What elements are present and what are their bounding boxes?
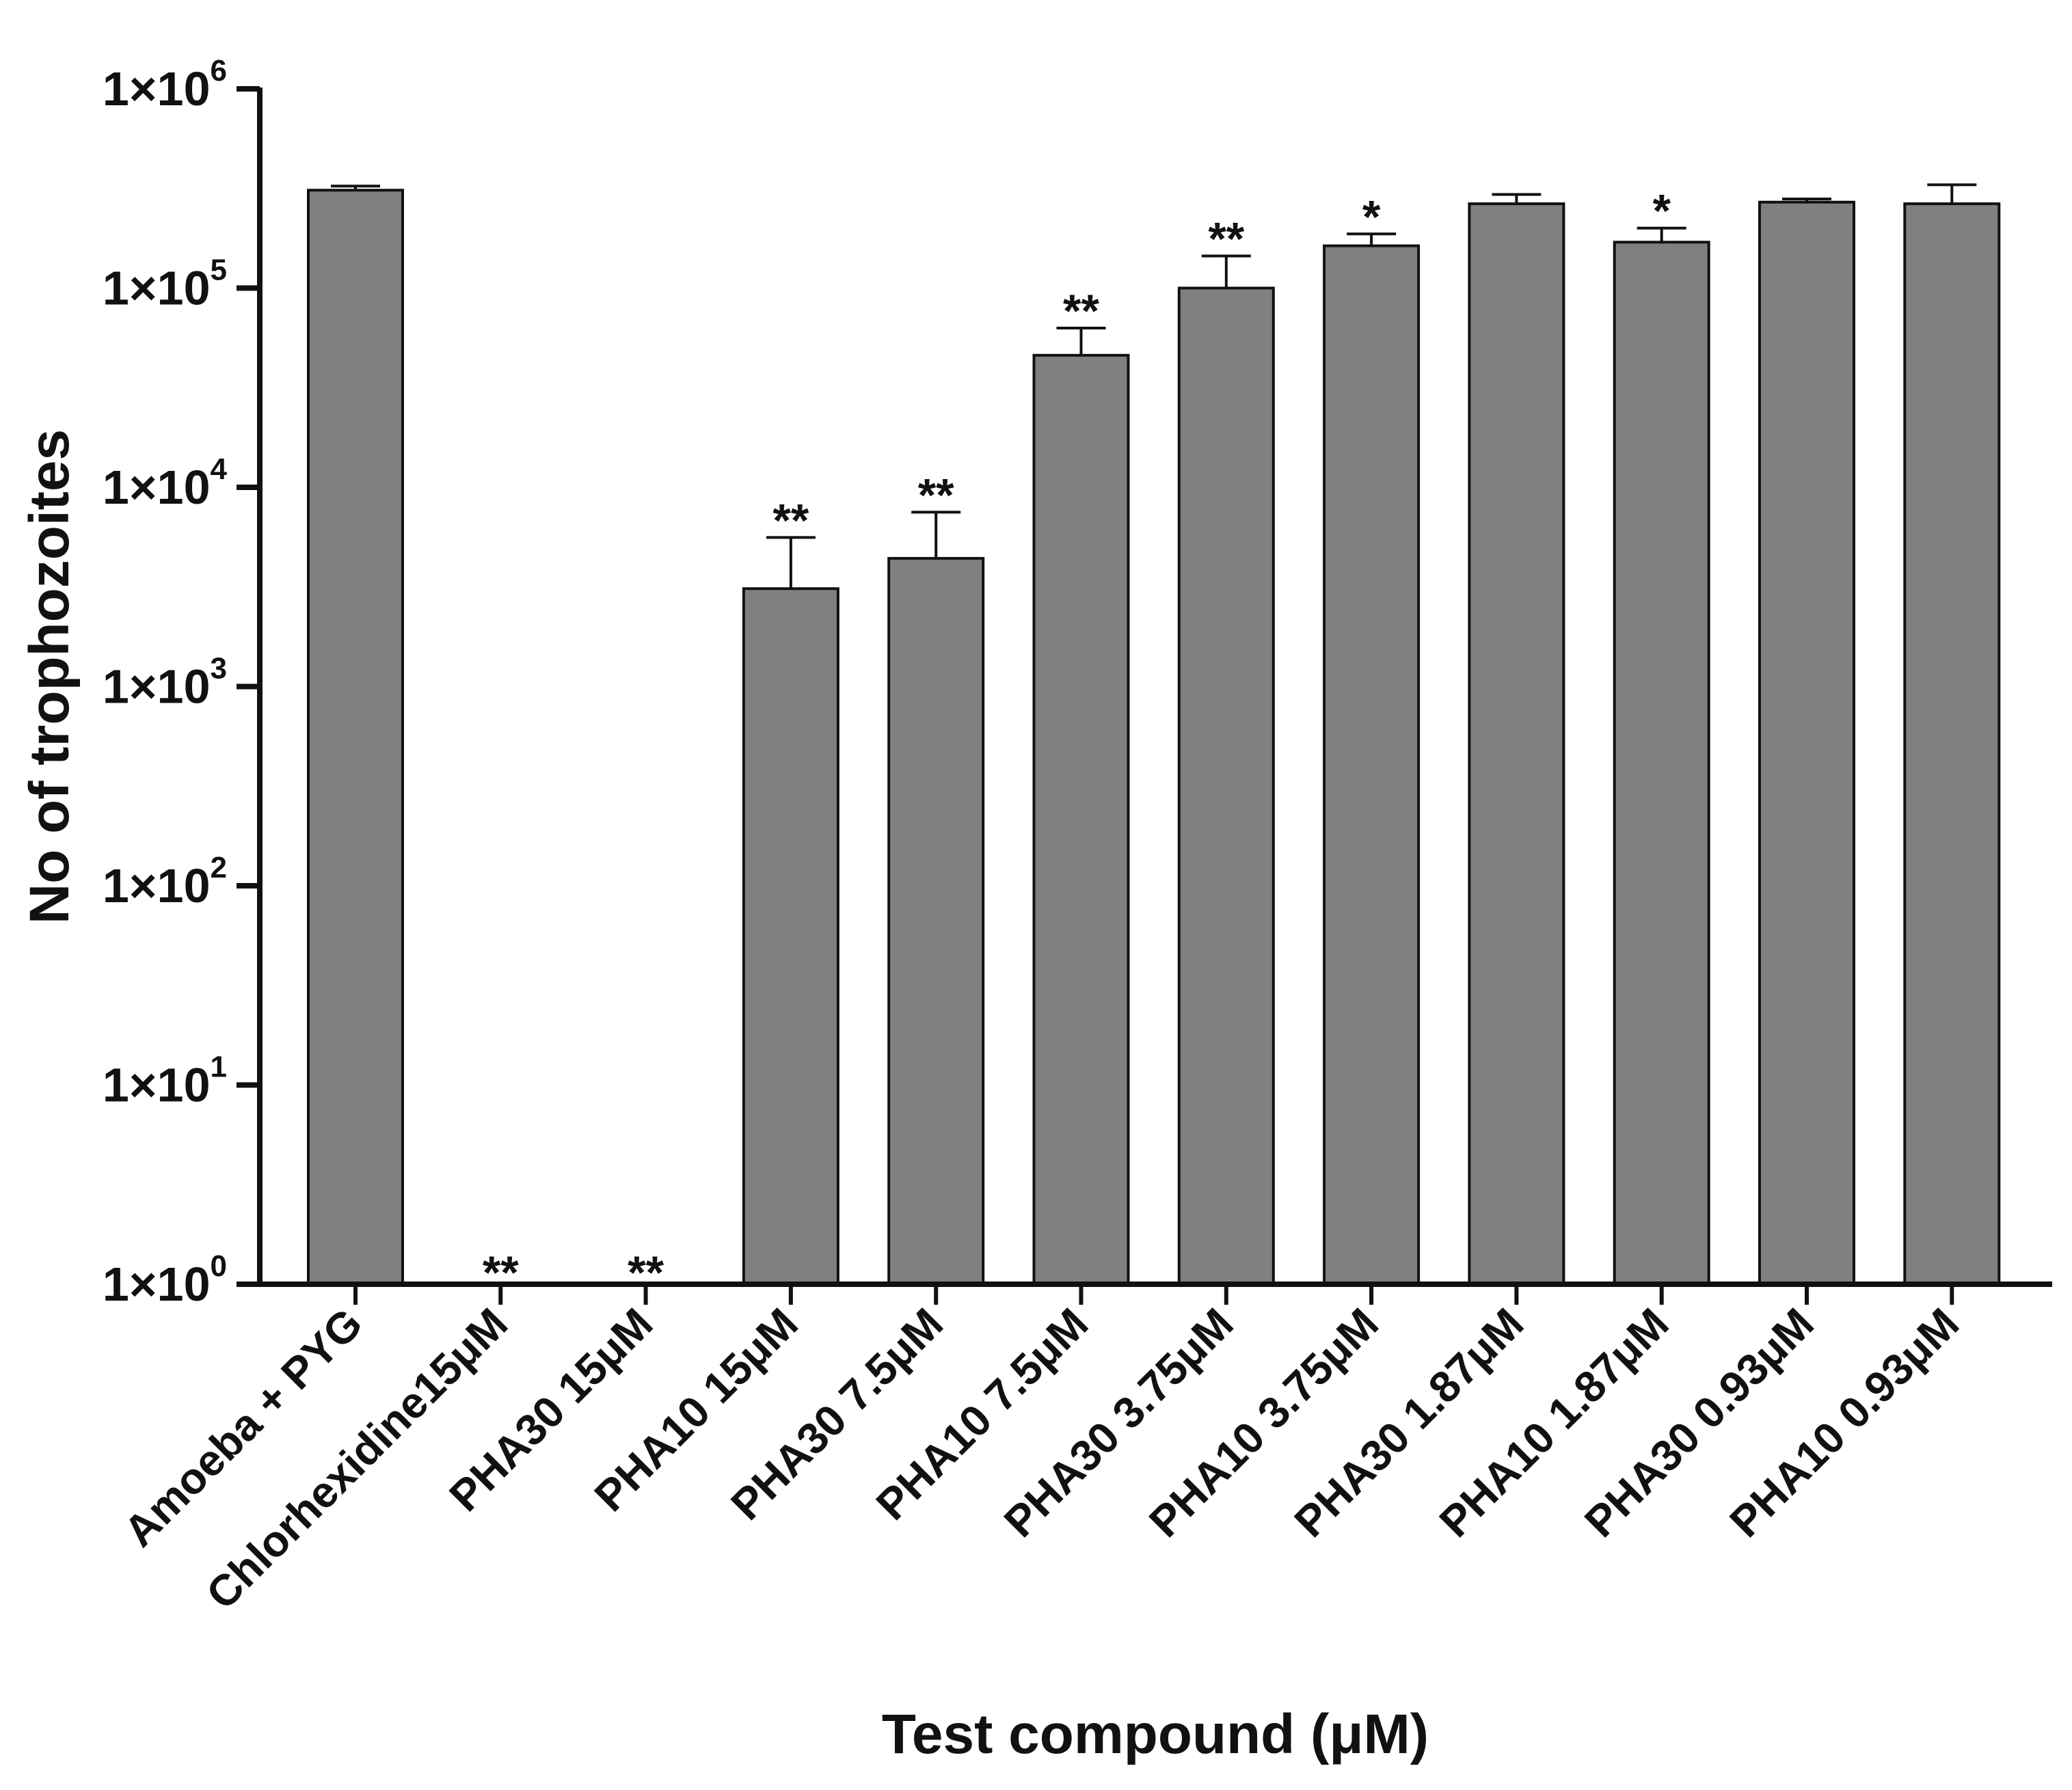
y-tick-label-4: 1×104 (103, 452, 228, 514)
x-axis-title: Test compound (μM) (882, 1703, 1429, 1765)
error-bars-layer (331, 183, 1977, 589)
bar-6 (1177, 286, 1275, 1286)
bars-layer (307, 189, 2001, 1286)
y-tick-label-1: 1×101 (103, 1050, 227, 1112)
bar-10 (1758, 200, 1855, 1286)
significance-9: * (1652, 185, 1671, 237)
bar-3 (742, 587, 839, 1286)
bar-11 (1903, 202, 2001, 1286)
bar-4 (887, 556, 985, 1286)
bar-5 (1032, 353, 1130, 1286)
x-category-label-0: Amoeba + PYG (114, 1299, 372, 1556)
significance-7: * (1362, 191, 1381, 243)
y-axis-title: No of trophozoites (18, 429, 81, 924)
significance-4: ** (918, 469, 954, 521)
y-tick-label-2: 1×102 (103, 851, 227, 912)
significance-6: ** (1208, 213, 1244, 265)
y-tick-label-6: 1×106 (103, 54, 227, 116)
y-ticks-layer: 1×100 1×101 1×102 1×103 1×104 1×105 1×106 (103, 54, 260, 1311)
y-tick-label-3: 1×103 (103, 652, 227, 714)
bar-0 (307, 189, 404, 1286)
bar-8 (1468, 202, 1565, 1286)
bar-9 (1613, 241, 1710, 1286)
significance-3: ** (772, 494, 809, 546)
bar-7 (1323, 244, 1421, 1286)
y-tick-label-5: 1×105 (103, 254, 227, 315)
y-tick-label-0: 1×100 (103, 1249, 227, 1311)
significance-5: ** (1063, 285, 1099, 337)
